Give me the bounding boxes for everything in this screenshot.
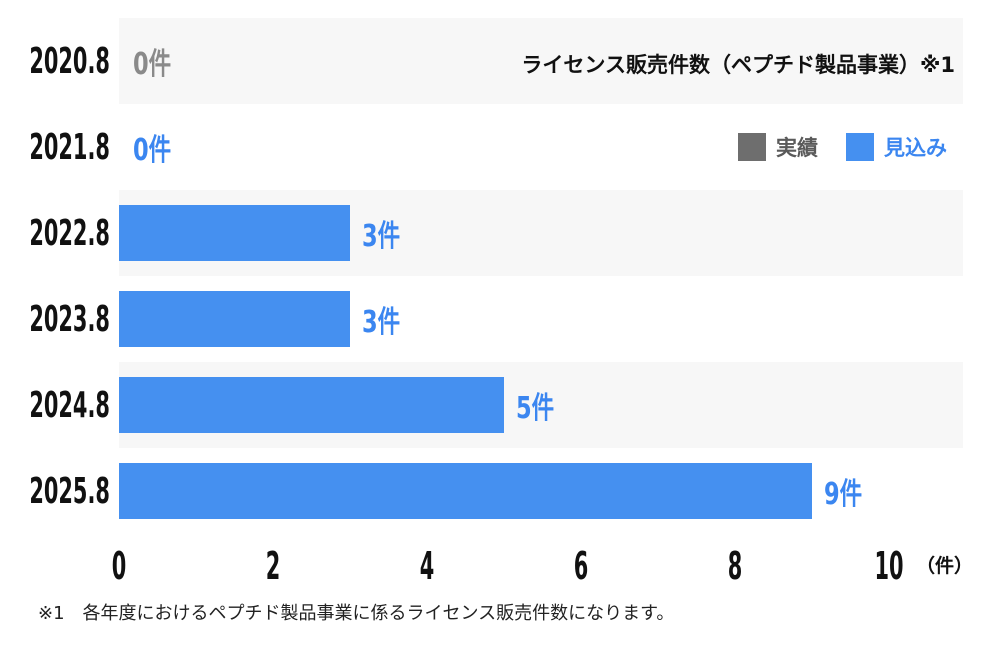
legend-label-forecast: 見込み: [884, 136, 947, 160]
row-band: 3件: [119, 190, 963, 276]
bar: [119, 463, 812, 519]
category-label: 2025.8: [29, 470, 110, 512]
x-tick-label: 4: [419, 544, 435, 588]
value-label: 9件: [824, 477, 863, 512]
legend: 実績 見込み: [738, 133, 947, 161]
category-label: 2022.8: [29, 212, 110, 254]
bar: [119, 377, 504, 433]
legend-swatch-forecast: [846, 133, 874, 161]
value-label: 3件: [362, 305, 401, 340]
value-label: 0件: [133, 133, 172, 168]
category-label-cell: 2023.8: [0, 276, 119, 362]
bar-row: 2021.8 0件: [0, 104, 963, 190]
row-band: 9件: [119, 448, 963, 534]
x-tick-label: 8: [727, 544, 743, 588]
bar-rows: 2020.8 0件 2021.8 0件 2022.8 3件 2023.8 3件 2024.8 5件…: [0, 18, 963, 534]
bar-row: 2024.8 5件: [0, 362, 963, 448]
category-label: 2020.8: [29, 40, 110, 82]
x-tick-label: 2: [265, 544, 281, 588]
bar-row: 2022.8 3件: [0, 190, 963, 276]
value-label: 3件: [362, 219, 401, 254]
row-band: 0件: [119, 104, 963, 190]
category-label-cell: 2025.8: [0, 448, 119, 534]
category-label: 2023.8: [29, 298, 110, 340]
x-axis: 0 2 4 6 8 10: [0, 544, 1000, 588]
category-label-cell: 2020.8: [0, 18, 119, 104]
row-band: 3件: [119, 276, 963, 362]
footnote: ※1 各年度におけるペプチド製品事業に係るライセンス販売件数になります。: [38, 603, 675, 624]
category-label-cell: 2022.8: [0, 190, 119, 276]
bar-row: 2023.8 3件: [0, 276, 963, 362]
row-band: 5件: [119, 362, 963, 448]
x-tick-label: 10: [874, 544, 904, 588]
row-band: 0件: [119, 18, 963, 104]
value-label: 0件: [133, 47, 172, 82]
x-tick-label: 0: [111, 544, 127, 588]
value-label: 5件: [516, 391, 555, 426]
chart-title: ライセンス販売件数（ペプチド製品事業）※1: [521, 53, 955, 77]
legend-label-actual: 実績: [776, 136, 818, 160]
bar: [119, 205, 350, 261]
category-label-cell: 2024.8: [0, 362, 119, 448]
bar-row: 2020.8 0件: [0, 18, 963, 104]
category-label: 2021.8: [29, 126, 110, 168]
legend-swatch-actual: [738, 133, 766, 161]
category-label: 2024.8: [29, 384, 110, 426]
category-label-cell: 2021.8: [0, 104, 119, 190]
bar: [119, 291, 350, 347]
x-tick-label: 6: [573, 544, 589, 588]
axis-unit-label: （件）: [916, 555, 974, 577]
bar-row: 2025.8 9件: [0, 448, 963, 534]
